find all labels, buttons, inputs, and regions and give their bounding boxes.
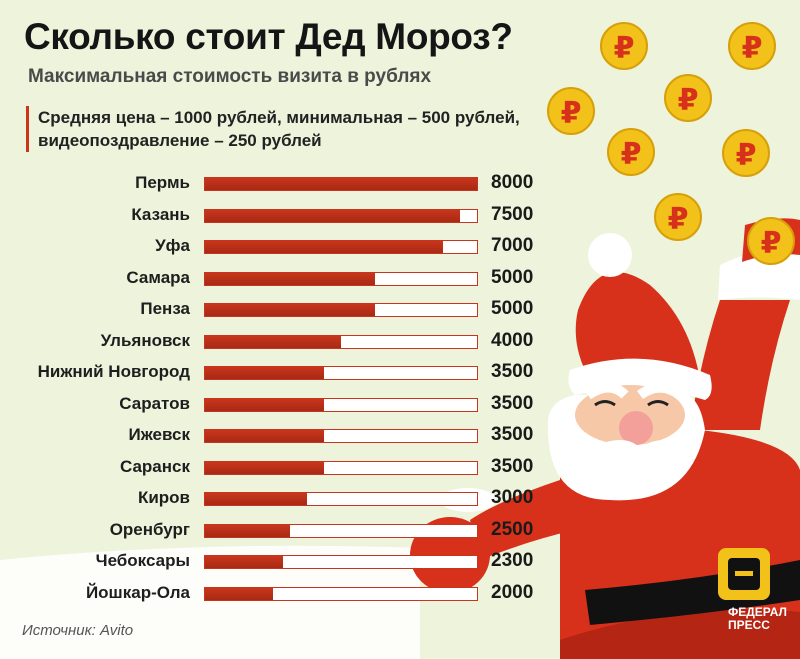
bar-track (204, 271, 478, 286)
bar-track (204, 523, 478, 538)
bar-track (204, 397, 478, 412)
bar-track (204, 366, 478, 380)
value-label: 3500 (491, 455, 534, 477)
bar-track (204, 586, 478, 601)
category-label: Казань (131, 204, 190, 224)
bar-row: Самара 5000 (0, 266, 560, 290)
category-label: Чебоксары (95, 551, 190, 570)
value-label: 7000 (491, 235, 534, 256)
bar-row: Йошкар-Ола 2000 (0, 581, 560, 605)
value-label: 5000 (491, 298, 534, 319)
bar (205, 304, 375, 316)
bar-track (204, 208, 478, 223)
bar-row: Ульяновск 4000 (0, 329, 560, 353)
category-label: Саратов (119, 393, 190, 413)
value-label: 7500 (491, 203, 534, 225)
bar (205, 209, 460, 222)
bar-track (204, 460, 478, 475)
value-label: 5000 (491, 266, 534, 288)
value-label: 3000 (491, 487, 534, 508)
bar (205, 272, 375, 285)
value-label: 2500 (491, 518, 534, 540)
value-label: 4000 (491, 329, 534, 351)
bar (205, 367, 324, 379)
source-caption: Источник: Avito (22, 622, 134, 639)
bar-track (204, 429, 478, 443)
bar-row: Нижний Новгород 3500 (0, 360, 560, 384)
bar-track (204, 303, 478, 317)
price-note-line: видеопоздравление – 250 рублей (38, 131, 322, 150)
chart-subtitle: Максимальная стоимость визита в рублях (28, 66, 432, 87)
category-label: Оренбург (109, 519, 190, 539)
bar-row: Пенза 5000 (0, 297, 560, 321)
bar-row: Чебоксары 2300 (0, 549, 560, 573)
category-label: Киров (137, 488, 190, 507)
value-label: 3500 (491, 392, 534, 414)
category-label: Йошкар-Ола (85, 582, 190, 602)
bar-track (204, 177, 478, 191)
price-note-line: Средняя цена – 1000 рублей, минимальная … (38, 108, 520, 127)
bar-row: Саратов 3500 (0, 392, 560, 416)
category-label: Пермь (135, 173, 190, 192)
value-label: 2000 (491, 581, 534, 603)
price-note: Средняя цена – 1000 рублей, минимальная … (26, 106, 520, 152)
bar (205, 430, 324, 442)
bar-row: Пермь 8000 (0, 171, 560, 195)
bar (205, 241, 443, 253)
bar-track (204, 492, 478, 506)
bar (205, 524, 290, 537)
bar-row: Оренбург 2500 (0, 518, 560, 542)
value-label: 3500 (491, 361, 534, 382)
category-label: Нижний Новгород (37, 362, 190, 381)
bar (205, 556, 284, 568)
brand-logo: ФЕДЕРАЛ ПРЕСС (728, 606, 787, 632)
brand-line: ПРЕСС (728, 618, 770, 632)
bar (205, 587, 273, 600)
bar-row: Ижевск 3500 (0, 423, 560, 447)
category-label: Самара (126, 267, 190, 287)
bar (205, 493, 307, 505)
value-label: 2300 (491, 550, 534, 571)
bar-row: Саранск 3500 (0, 455, 560, 479)
bar (205, 461, 324, 474)
bar-track (204, 334, 478, 349)
value-label: 3500 (491, 424, 534, 445)
category-label: Уфа (155, 236, 190, 255)
bar (205, 335, 341, 348)
category-label: Ижевск (128, 425, 191, 444)
brand-line: ФЕДЕРАЛ (728, 605, 787, 619)
bar (205, 178, 477, 190)
value-label: 8000 (491, 172, 534, 193)
bar-row: Киров 3000 (0, 486, 560, 510)
category-label: Ульяновск (100, 330, 190, 350)
bar-track (204, 240, 478, 254)
bar-track (204, 555, 478, 569)
bar (205, 398, 324, 411)
chart-title: Сколько стоит Дед Мороз? (24, 16, 513, 57)
bar-row: Уфа 7000 (0, 234, 560, 258)
category-label: Саранск (119, 456, 190, 476)
bar-row: Казань 7500 (0, 203, 560, 227)
category-label: Пенза (140, 299, 190, 318)
